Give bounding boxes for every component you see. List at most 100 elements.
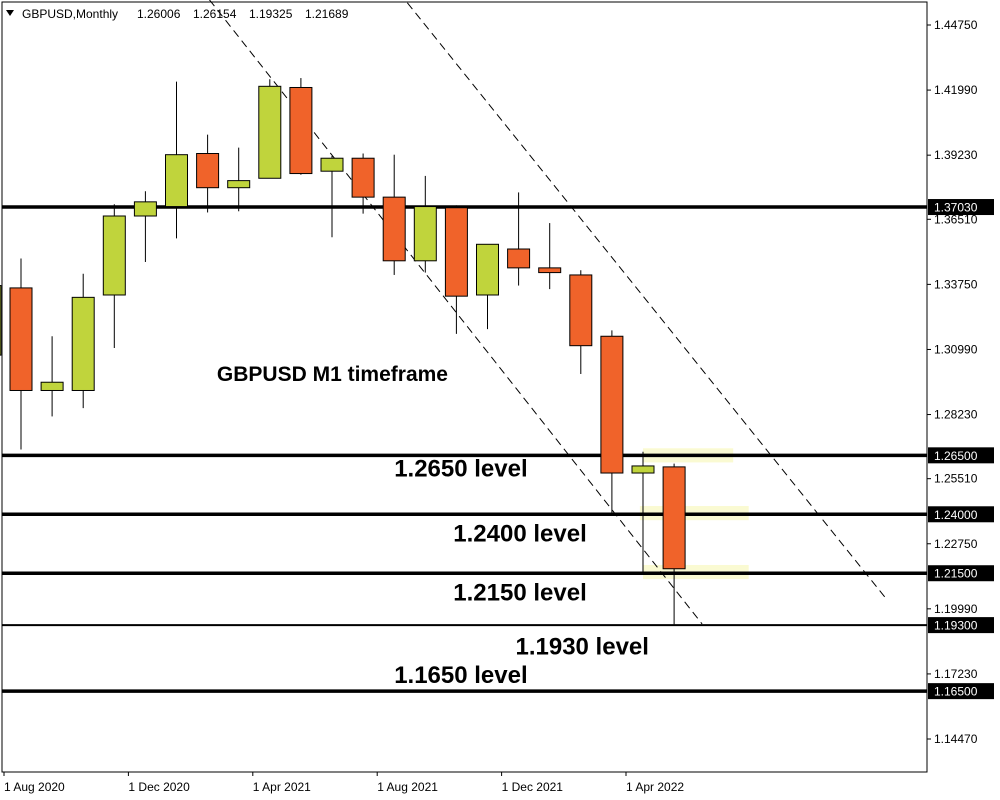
- candle-body-down: [662, 466, 686, 570]
- candle: [507, 192, 531, 286]
- symbol-label: GBPUSD,Monthly: [22, 7, 118, 21]
- candle-body-up: [258, 85, 282, 179]
- x-tick-label: 1 Apr 2021: [253, 780, 311, 794]
- price-tag: 1.24000: [928, 506, 994, 523]
- level-label: 1.1930 level: [515, 634, 648, 661]
- price-tag: 1.26500: [928, 447, 994, 464]
- y-tick-label: 1.28230: [934, 408, 978, 422]
- candle-body-up: [71, 296, 95, 391]
- price-tag-label: 1.19300: [934, 619, 978, 633]
- candle-body-down: [289, 86, 313, 175]
- chart-header: GBPUSD,Monthly 1.26006 1.26154 1.19325 1…: [6, 7, 349, 21]
- x-tick-label: 1 Dec 2021: [502, 780, 564, 794]
- y-tick-label: 1.36510: [934, 212, 978, 226]
- level-label: 1.2150 level: [453, 579, 586, 606]
- trend-channel-line: [208, 0, 703, 625]
- ohlc-low: 1.19325: [249, 7, 293, 21]
- label-layer: 1.2650 level 1.2400 level 1.2150 level 1.19…: [217, 363, 649, 689]
- candle: [382, 154, 406, 275]
- candle-layer: [0, 78, 686, 625]
- y-tick-label: 1.39230: [934, 148, 978, 162]
- candle: [165, 81, 188, 239]
- candle: [196, 134, 220, 213]
- price-tag-box: [928, 565, 994, 582]
- candle: [662, 463, 686, 625]
- y-tick-label: 1.41990: [934, 83, 978, 97]
- y-tick-label: 1.30990: [934, 342, 978, 356]
- price-tag-box: [928, 506, 994, 523]
- candle: [71, 273, 95, 409]
- chart-annotation-title: GBPUSD M1 timeframe: [217, 363, 448, 386]
- level-label: 1.1650 level: [394, 662, 527, 689]
- y-tick-label: 1.17230: [934, 667, 978, 681]
- candle-body-up: [0, 285, 2, 356]
- candle: [40, 336, 64, 417]
- price-tag-layer: 1.37030 1.26500 1.24000 1.21500 1.19300 1.165…: [928, 199, 994, 700]
- candle: [538, 223, 562, 290]
- candle-body-up: [40, 381, 64, 391]
- y-tick-label: 1.25510: [934, 472, 978, 486]
- candle: [258, 79, 282, 179]
- candle-body-up: [476, 243, 499, 296]
- price-tag-box: [928, 199, 994, 216]
- ohlc-open: 1.26006: [137, 7, 181, 21]
- candle: [102, 204, 126, 349]
- dropdown-triangle-icon[interactable]: [6, 10, 14, 16]
- candle: [631, 451, 655, 573]
- candle-body-down: [382, 196, 406, 262]
- y-tick-label: 1.33750: [934, 277, 978, 291]
- price-tag-label: 1.37030: [934, 201, 978, 215]
- y-tick-label: 1.22750: [934, 537, 978, 551]
- candle: [227, 147, 251, 212]
- candle: [569, 270, 593, 374]
- price-tag: 1.19300: [928, 617, 994, 634]
- price-tag-box: [928, 617, 994, 634]
- price-tag-label: 1.16500: [934, 685, 978, 699]
- price-tag: 1.37030: [928, 199, 994, 216]
- candle: [351, 153, 375, 214]
- x-axis: 1 Aug 2020 1 Dec 2020 1 Apr 2021 1 Aug 2021…: [3, 772, 684, 794]
- candle-body-down: [9, 287, 33, 391]
- price-tag-label: 1.24000: [934, 508, 978, 522]
- candle: [476, 243, 499, 330]
- candle-body-down: [569, 274, 593, 347]
- level-layer: [2, 205, 927, 693]
- price-tag-label: 1.26500: [934, 449, 978, 463]
- price-tag-label: 1.21500: [934, 567, 978, 581]
- ohlc-high: 1.26154: [193, 7, 237, 21]
- candle-body-up: [165, 154, 188, 208]
- candle: [289, 78, 313, 175]
- x-tick-label: 1 Dec 2020: [128, 780, 190, 794]
- candle-body-down: [538, 267, 562, 274]
- candle: [444, 205, 468, 334]
- candle: [133, 191, 157, 262]
- candle-body-up: [102, 215, 126, 296]
- candle-body-down: [507, 248, 531, 269]
- candle-body-down: [196, 153, 220, 189]
- trend-channel-line: [404, 0, 886, 599]
- level-label: 1.2650 level: [394, 456, 527, 483]
- candle-body-down: [444, 207, 468, 297]
- x-tick-label: 1 Aug 2021: [377, 780, 438, 794]
- candle: [9, 258, 33, 450]
- x-tick-label: 1 Apr 2022: [626, 780, 684, 794]
- candle-body-up: [133, 201, 157, 217]
- level-label: 1.2400 level: [453, 520, 586, 547]
- candle: [600, 330, 624, 515]
- candle-body-up: [227, 180, 251, 189]
- y-tick-label: 1.19990: [934, 602, 978, 616]
- y-tick-label: 1.44750: [934, 18, 978, 32]
- y-tick-label: 1.14470: [934, 732, 978, 746]
- candle: [0, 285, 2, 356]
- candle: [320, 155, 344, 238]
- ohlc-close: 1.21689: [305, 7, 349, 21]
- price-tag-box: [928, 683, 994, 700]
- trend-layer: [208, 0, 886, 625]
- candle-body-up: [631, 465, 655, 474]
- plot-frame: [1, 1, 928, 773]
- price-tag: 1.16500: [928, 683, 994, 700]
- x-tick-label: 1 Aug 2020: [4, 780, 65, 794]
- y-axis: 1.44750 1.41990 1.39230 1.36510 1.33750 1.309…: [927, 18, 978, 746]
